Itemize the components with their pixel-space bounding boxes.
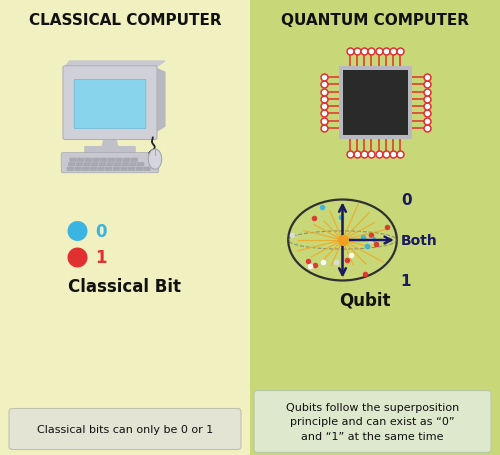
FancyBboxPatch shape: [98, 163, 106, 167]
FancyBboxPatch shape: [108, 158, 115, 162]
Text: QUANTUM COMPUTER: QUANTUM COMPUTER: [281, 14, 469, 28]
FancyBboxPatch shape: [98, 167, 104, 172]
FancyBboxPatch shape: [62, 153, 159, 173]
Text: Qubit: Qubit: [339, 291, 391, 309]
Text: Both: Both: [401, 233, 438, 248]
Polygon shape: [0, 0, 250, 455]
FancyBboxPatch shape: [144, 167, 150, 172]
Polygon shape: [155, 69, 165, 133]
FancyBboxPatch shape: [67, 167, 74, 172]
FancyBboxPatch shape: [74, 80, 146, 129]
FancyBboxPatch shape: [137, 163, 144, 167]
Text: Classical bits can only be 0 or 1: Classical bits can only be 0 or 1: [37, 424, 213, 434]
FancyBboxPatch shape: [74, 167, 82, 172]
FancyBboxPatch shape: [92, 158, 100, 162]
FancyBboxPatch shape: [342, 71, 407, 136]
Text: 1: 1: [401, 273, 411, 288]
Text: CLASSICAL COMPUTER: CLASSICAL COMPUTER: [28, 14, 222, 28]
Ellipse shape: [148, 150, 162, 170]
FancyBboxPatch shape: [116, 158, 122, 162]
FancyBboxPatch shape: [85, 158, 92, 162]
Circle shape: [68, 248, 87, 268]
Polygon shape: [65, 62, 165, 69]
Text: Classical Bit: Classical Bit: [68, 278, 182, 295]
Text: 0: 0: [95, 222, 106, 241]
FancyBboxPatch shape: [120, 167, 128, 172]
FancyBboxPatch shape: [338, 67, 411, 140]
FancyBboxPatch shape: [112, 167, 120, 172]
FancyBboxPatch shape: [130, 163, 136, 167]
Circle shape: [68, 222, 87, 242]
FancyBboxPatch shape: [123, 158, 130, 162]
FancyBboxPatch shape: [105, 167, 112, 172]
FancyBboxPatch shape: [122, 163, 129, 167]
FancyBboxPatch shape: [68, 163, 76, 167]
FancyBboxPatch shape: [254, 391, 491, 453]
FancyBboxPatch shape: [106, 163, 114, 167]
FancyBboxPatch shape: [128, 167, 136, 172]
FancyBboxPatch shape: [63, 66, 157, 140]
FancyBboxPatch shape: [70, 158, 77, 162]
Text: 1: 1: [95, 249, 106, 267]
FancyBboxPatch shape: [91, 163, 98, 167]
FancyBboxPatch shape: [77, 158, 84, 162]
FancyBboxPatch shape: [82, 167, 90, 172]
FancyBboxPatch shape: [76, 163, 83, 167]
FancyBboxPatch shape: [136, 167, 143, 172]
FancyBboxPatch shape: [130, 158, 138, 162]
FancyBboxPatch shape: [9, 409, 241, 450]
Text: Qubits follow the superposition
principle and can exist as “0”
and “1” at the sa: Qubits follow the superposition principl…: [286, 402, 459, 441]
FancyBboxPatch shape: [114, 163, 122, 167]
FancyBboxPatch shape: [100, 158, 108, 162]
Text: 0: 0: [401, 192, 411, 207]
Polygon shape: [250, 0, 500, 455]
FancyBboxPatch shape: [84, 163, 90, 167]
FancyBboxPatch shape: [90, 167, 97, 172]
Polygon shape: [102, 138, 118, 148]
FancyBboxPatch shape: [84, 147, 136, 154]
